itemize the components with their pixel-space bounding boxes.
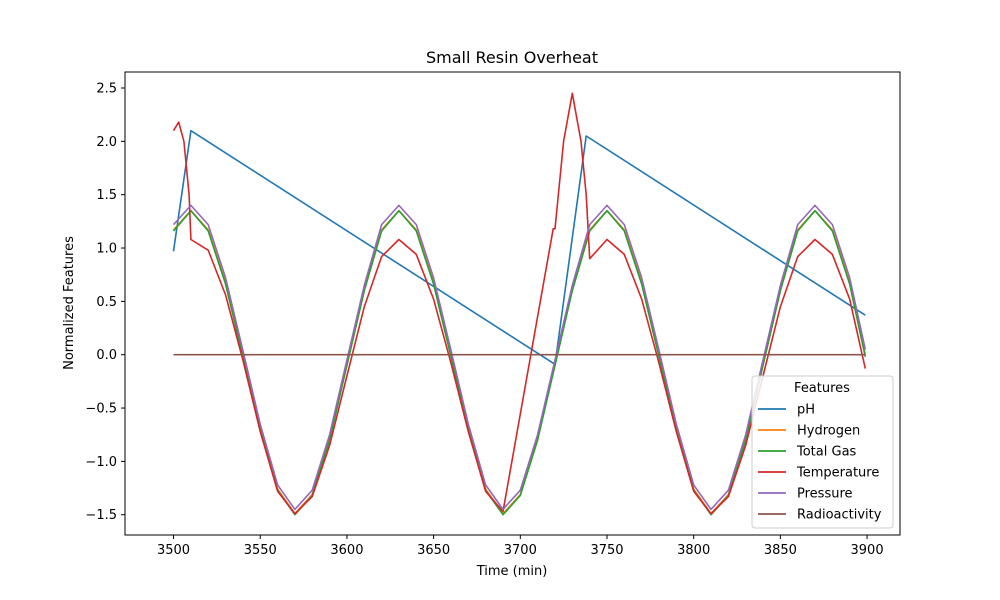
y-tick-label: 1.5 <box>96 188 117 203</box>
x-tick-label: 3650 <box>417 543 450 558</box>
x-tick-label: 3600 <box>330 543 363 558</box>
y-axis-label: Normalized Features <box>62 236 77 370</box>
y-tick-label: 1.0 <box>96 242 117 257</box>
legend-label: Total Gas <box>796 445 857 460</box>
plot-frame <box>124 71 901 536</box>
y-tick-label: 0.0 <box>96 348 117 363</box>
legend-label: Radioactivity <box>797 508 882 523</box>
legend-items: pH Hydrogen Total Gas Temperature Pressure Ra… <box>758 403 882 523</box>
x-tick-label: 3800 <box>677 543 710 558</box>
y-ticks: −1.5 −1.0 −0.5 0.0 0.5 1.0 1.5 2.0 2.5 <box>85 82 125 523</box>
y-tick-label: 0.5 <box>96 295 117 310</box>
y-tick-label: −1.5 <box>85 508 117 523</box>
series-line-temperature <box>172 92 867 515</box>
x-tick-label: 3700 <box>504 543 537 558</box>
y-tick-label: 2.0 <box>96 135 117 150</box>
chart-title: Small Resin Overheat <box>426 48 598 67</box>
legend-label: pH <box>797 403 815 418</box>
x-ticks: 3500 3550 3600 3650 3700 3750 3800 3850 3900 <box>157 535 884 558</box>
series-line-pressure <box>172 204 867 511</box>
legend-label: Pressure <box>797 487 853 502</box>
series-layer <box>172 92 867 516</box>
x-tick-label: 3750 <box>590 543 623 558</box>
legend-title: Features <box>794 381 850 396</box>
y-tick-label: −1.0 <box>85 455 117 470</box>
y-tick-label: 2.5 <box>96 82 117 97</box>
x-tick-label: 3500 <box>157 543 190 558</box>
x-axis-label: Time (min) <box>476 564 548 579</box>
legend-label: Hydrogen <box>797 424 860 439</box>
legend: Features pH Hydrogen Total Gas Temperature P… <box>751 375 894 529</box>
x-tick-label: 3550 <box>244 543 277 558</box>
legend-box <box>751 375 894 529</box>
y-tick-label: −0.5 <box>85 402 117 417</box>
x-tick-label: 3850 <box>764 543 797 558</box>
x-tick-label: 3900 <box>851 543 884 558</box>
legend-label: Temperature <box>796 466 879 481</box>
